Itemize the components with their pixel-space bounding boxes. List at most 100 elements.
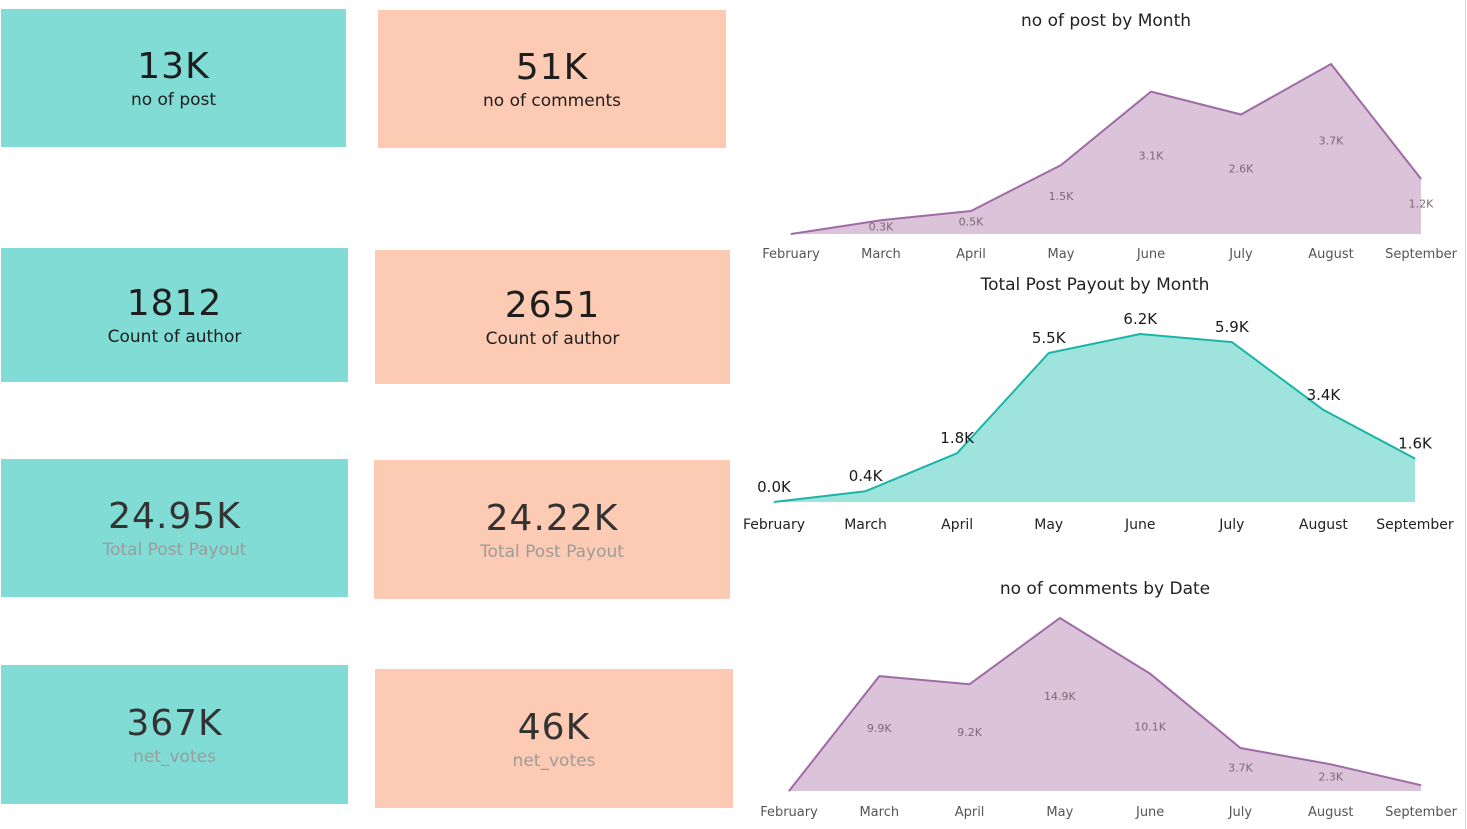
- data-point[interactable]: [1150, 91, 1152, 93]
- kpi-label: net_votes: [133, 746, 216, 767]
- x-tick-label: April: [941, 517, 973, 533]
- kpi-card-net-votes[interactable]: 367K net_votes: [1, 665, 348, 804]
- kpi-label: Total Post Payout: [480, 541, 624, 562]
- x-tick-label: May: [1048, 247, 1075, 262]
- data-point[interactable]: [1330, 63, 1332, 65]
- chart-title-payout-by-month: Total Post Payout by Month: [980, 275, 1210, 295]
- kpi-value: 367K: [126, 702, 223, 744]
- kpi-value: 13K: [137, 46, 210, 87]
- data-point[interactable]: [1149, 673, 1151, 675]
- data-point[interactable]: [1231, 341, 1233, 343]
- kpi-label: Total Post Payout: [102, 540, 247, 560]
- kpi-value: 24.22K: [485, 497, 619, 539]
- x-tick-label: August: [1308, 247, 1354, 262]
- kpi-label: Count of author: [107, 327, 242, 347]
- data-point[interactable]: [1139, 333, 1141, 335]
- data-label: 14.9K: [1044, 690, 1076, 703]
- series-area: [789, 618, 1421, 791]
- kpi-card-no-of-comments[interactable]: 51K no of comments: [378, 10, 726, 148]
- x-tick-label: June: [1124, 517, 1156, 533]
- series-line: [773, 333, 1416, 503]
- data-point[interactable]: [1420, 784, 1422, 786]
- data-point[interactable]: [878, 675, 880, 677]
- data-point[interactable]: [1048, 352, 1050, 354]
- x-tick-label: April: [956, 247, 986, 262]
- data-label: 3.1K: [1139, 150, 1164, 163]
- kpi-value: 1812: [126, 283, 223, 324]
- kpi-card-no-of-post[interactable]: 13K no of post: [1, 9, 346, 147]
- series-area: [791, 64, 1421, 234]
- data-point[interactable]: [1059, 617, 1061, 619]
- kpi-card-count-of-author[interactable]: 1812 Count of author: [1, 248, 348, 382]
- series-line: [790, 63, 1422, 235]
- x-tick-label: June: [1136, 247, 1165, 262]
- data-point[interactable]: [773, 501, 775, 503]
- kpi-value: 24.95K: [108, 496, 241, 537]
- data-point[interactable]: [1420, 178, 1422, 180]
- kpi-label: no of post: [130, 90, 217, 110]
- chart-title-posts-by-month: no of post by Month: [1020, 11, 1192, 31]
- kpi-value: 46K: [517, 706, 591, 748]
- data-point[interactable]: [956, 452, 958, 454]
- data-label: 9.2K: [957, 726, 982, 739]
- data-label: 5.5K: [1032, 329, 1067, 347]
- kpi-value: 2651: [504, 285, 601, 326]
- data-point[interactable]: [970, 210, 972, 212]
- data-point[interactable]: [1414, 458, 1416, 460]
- x-tick-label: February: [760, 805, 818, 820]
- data-point[interactable]: [1060, 164, 1062, 166]
- data-point[interactable]: [880, 219, 882, 221]
- x-tick-label: March: [859, 805, 899, 820]
- data-point[interactable]: [865, 490, 867, 492]
- series-area: [774, 334, 1415, 502]
- x-tick-label: June: [1135, 805, 1164, 820]
- data-label: 1.5K: [1049, 190, 1074, 203]
- x-tick-label: April: [955, 805, 985, 820]
- data-label: 9.9K: [867, 722, 892, 735]
- kpi-label: net_votes: [512, 750, 596, 771]
- x-tick-label: March: [861, 247, 901, 262]
- chart-title-comments-by-date: no of comments by Date: [999, 579, 1211, 599]
- kpi-card-count-of-author-2[interactable]: 2651 Count of author: [375, 250, 730, 384]
- kpi-value: 51K: [515, 47, 589, 88]
- data-label: 6.2K: [1123, 310, 1158, 328]
- x-tick-label: August: [1299, 517, 1349, 533]
- data-label: 10.1K: [1134, 721, 1166, 734]
- data-label: 3.7K: [1319, 135, 1344, 148]
- data-label: 5.9K: [1215, 318, 1250, 336]
- data-label: 1.6K: [1398, 435, 1433, 453]
- x-tick-label: March: [844, 517, 887, 533]
- x-tick-label: May: [1034, 517, 1063, 533]
- kpi-card-total-post-payout[interactable]: 24.95K Total Post Payout: [1, 459, 348, 597]
- x-tick-label: September: [1385, 805, 1458, 820]
- data-point[interactable]: [1322, 409, 1324, 411]
- data-point[interactable]: [1330, 763, 1332, 765]
- x-tick-label: February: [762, 247, 820, 262]
- data-label: 1.8K: [940, 429, 975, 447]
- x-tick-label: September: [1385, 247, 1458, 262]
- kpi-card-net-votes-2[interactable]: 46K net_votes: [375, 669, 733, 808]
- x-tick-label: February: [743, 517, 805, 533]
- kpi-label: no of comments: [483, 91, 621, 111]
- data-label: 2.3K: [1318, 770, 1343, 783]
- x-tick-label: May: [1046, 805, 1073, 820]
- data-label: 3.7K: [1228, 761, 1253, 774]
- data-label: 0.0K: [757, 478, 792, 496]
- data-label: 0.4K: [849, 467, 884, 485]
- data-point[interactable]: [969, 683, 971, 685]
- x-tick-label: July: [1228, 247, 1253, 262]
- data-point[interactable]: [1240, 114, 1242, 115]
- x-tick-label: September: [1376, 517, 1454, 533]
- data-point[interactable]: [788, 790, 790, 792]
- x-tick-label: July: [1218, 517, 1244, 533]
- data-label: 0.5K: [959, 215, 984, 228]
- data-label: 3.4K: [1307, 386, 1342, 404]
- kpi-card-total-post-payout-2[interactable]: 24.22K Total Post Payout: [374, 460, 730, 599]
- data-label: 1.2K: [1409, 198, 1434, 211]
- data-point[interactable]: [790, 233, 792, 235]
- data-point[interactable]: [1239, 747, 1241, 749]
- x-tick-label: July: [1228, 805, 1253, 820]
